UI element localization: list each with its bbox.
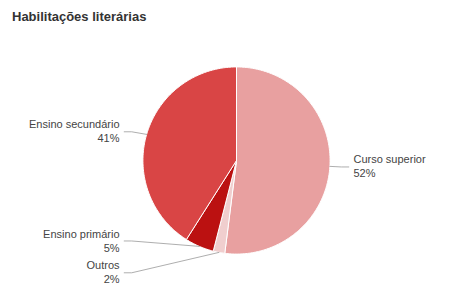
svg-text:2%: 2% xyxy=(104,273,120,285)
svg-text:Ensino secundário: Ensino secundário xyxy=(29,118,120,130)
svg-text:Ensino primário: Ensino primário xyxy=(43,227,119,239)
html-text:Habilitações literárias: Habilitações literárias xyxy=(12,9,147,24)
svg-text:Outros: Outros xyxy=(87,259,121,271)
svg-text:Curso superior: Curso superior xyxy=(353,153,425,165)
svg-text:5%: 5% xyxy=(104,241,120,253)
svg-text:41%: 41% xyxy=(98,132,120,144)
svg-text:52%: 52% xyxy=(353,167,375,179)
